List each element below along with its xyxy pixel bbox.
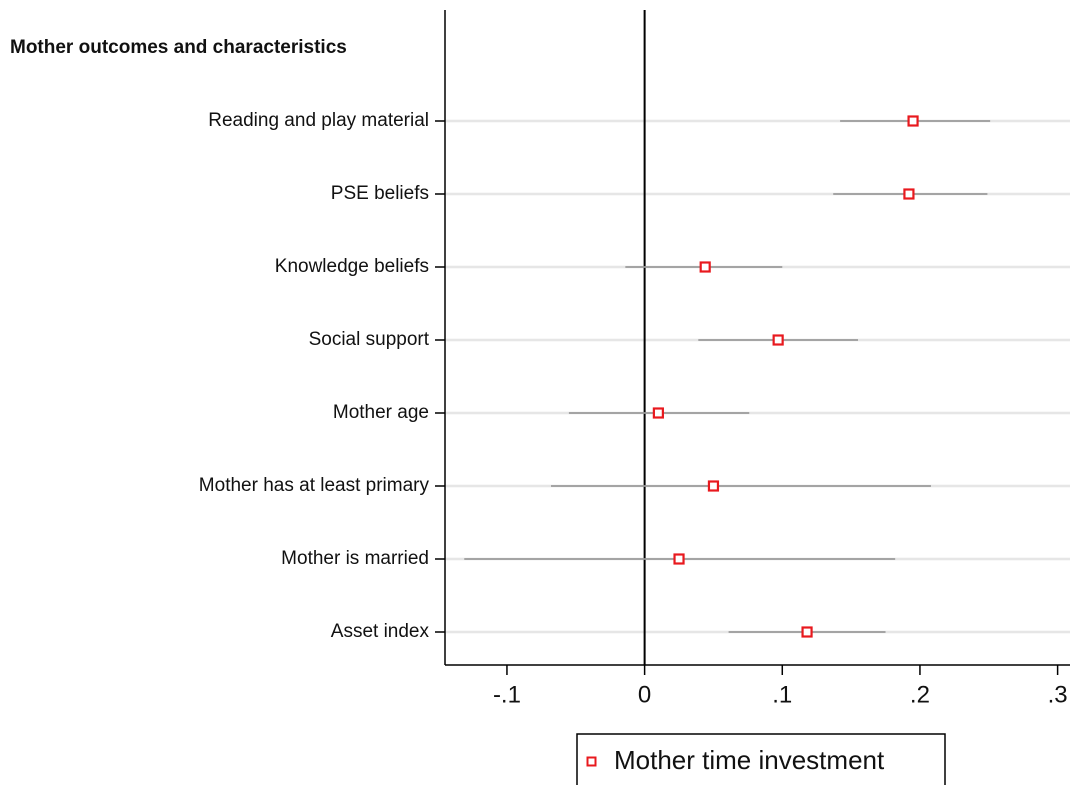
y-tick-label: Social support: [309, 329, 430, 350]
point-estimate: [699, 261, 711, 273]
x-tick-label: .2: [910, 681, 930, 708]
legend-box: [576, 733, 946, 785]
y-tick-label: Reading and play material: [208, 110, 429, 131]
x-tick-label: 0: [638, 681, 651, 708]
point-estimate: [652, 407, 664, 419]
point-estimate: [907, 115, 919, 127]
y-tick-label: PSE beliefs: [331, 183, 429, 204]
legend-marker: [586, 756, 597, 767]
y-tick-label: Mother is married: [281, 548, 429, 569]
y-tick-label: Asset index: [331, 621, 430, 642]
x-tick-label: .1: [772, 681, 792, 708]
point-estimate: [903, 188, 915, 200]
legend-label: Mother time investment: [614, 745, 885, 775]
point-estimate: [707, 480, 720, 492]
point-estimate: [772, 334, 784, 346]
group-label: Mother outcomes and characteristics: [10, 37, 347, 58]
y-tick-label: Knowledge beliefs: [275, 256, 429, 277]
x-tick-label: -.1: [493, 681, 521, 708]
y-tick-label: Mother has at least primary: [199, 475, 430, 496]
point-estimate: [673, 553, 685, 565]
y-tick-label: Mother age: [333, 402, 429, 423]
x-tick-label: .3: [1048, 681, 1068, 708]
point-estimate: [801, 626, 813, 638]
